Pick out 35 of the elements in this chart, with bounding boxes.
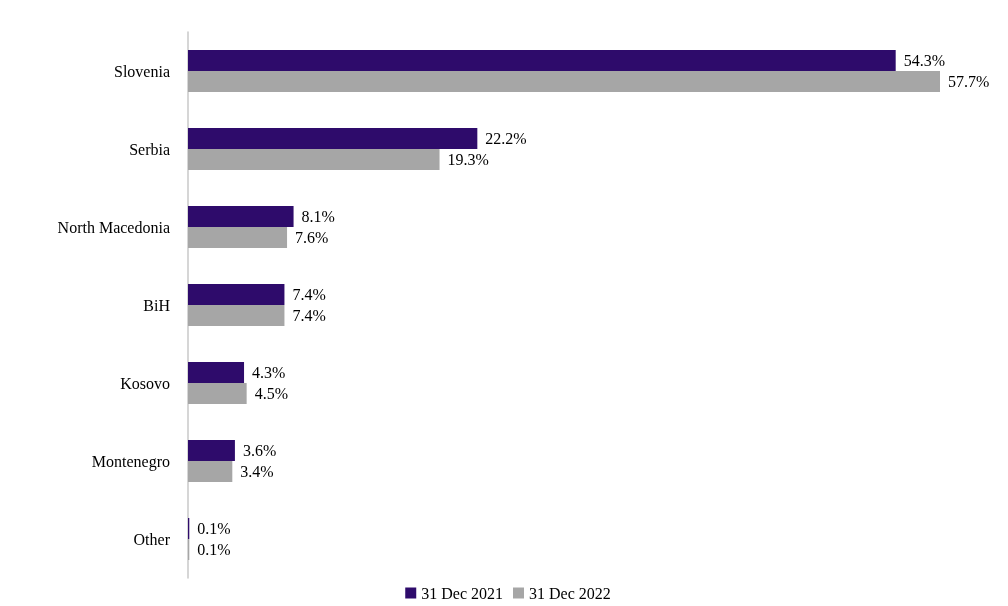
data-label: 4.5%: [254, 385, 288, 403]
data-label: 7.4%: [292, 307, 326, 325]
bar: [188, 383, 247, 405]
data-label: 7.6%: [295, 229, 329, 247]
legend-label: 31 Dec 2021: [421, 584, 504, 602]
data-label: 3.6%: [242, 441, 277, 459]
data-label: 7.4%: [292, 285, 326, 303]
y-tick-label: North Macedonia: [57, 218, 170, 236]
y-tick-label: Montenegro: [91, 452, 170, 471]
bar: [188, 49, 896, 71]
bar: [188, 283, 285, 305]
data-label: 22.2%: [485, 129, 527, 147]
data-label: 57.7%: [948, 73, 990, 91]
data-label: 0.1%: [197, 541, 231, 559]
data-label: 8.1%: [301, 207, 335, 225]
data-label: 3.4%: [240, 463, 274, 481]
bar: [188, 71, 940, 93]
bar: [188, 305, 285, 327]
data-label: 54.3%: [903, 51, 946, 69]
bar: [188, 127, 478, 149]
bar: [188, 149, 440, 171]
y-tick-label: BiH: [143, 296, 171, 314]
bar: [188, 461, 233, 483]
bar: [188, 205, 294, 227]
data-label: 0.1%: [197, 519, 231, 537]
y-tick-label: Other: [133, 530, 171, 548]
bar: [188, 439, 235, 461]
legend-label: 31 Dec 2022: [529, 584, 611, 602]
y-tick-label: Slovenia: [114, 62, 170, 80]
y-tick-label: Kosovo: [120, 374, 170, 392]
data-label: 4.3%: [252, 363, 286, 381]
bar: [188, 227, 288, 249]
bar: [188, 361, 245, 383]
y-tick-label: Serbia: [129, 140, 170, 158]
data-label: 19.3%: [447, 151, 489, 169]
